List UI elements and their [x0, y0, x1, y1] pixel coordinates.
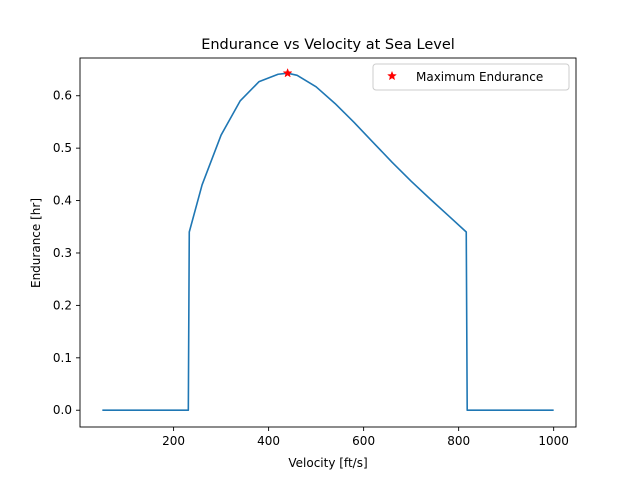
x-axis: 200 400 600 800 1000: [162, 427, 569, 448]
legend: Maximum Endurance: [372, 63, 570, 91]
axes-frame: [79, 57, 577, 428]
y-tick-label: 0.1: [53, 351, 72, 365]
maximum-endurance-point: [282, 67, 293, 78]
legend-marker-maximum-endurance: [387, 70, 397, 81]
x-tick-label: 600: [352, 434, 375, 448]
y-tick-label: 0.2: [53, 298, 72, 312]
y-tick-label: 0.0: [53, 403, 72, 417]
x-tick-label: 1000: [538, 434, 569, 448]
endurance-curve: [102, 72, 554, 412]
y-tick-label: 0.5: [53, 141, 72, 155]
y-tick-label: 0.4: [53, 194, 72, 208]
x-axis-label: Velocity [ft/s]: [288, 456, 367, 470]
legend-label-maximum-endurance: Maximum Endurance: [416, 70, 543, 84]
x-tick-label: 200: [162, 434, 185, 448]
plot-area: [79, 57, 577, 428]
x-tick-label: 400: [257, 434, 280, 448]
series-layer: [102, 67, 554, 412]
x-tick-label: 800: [447, 434, 470, 448]
chart-title: Endurance vs Velocity at Sea Level: [201, 37, 455, 53]
legend-box: [372, 63, 570, 91]
y-tick-label: 0.3: [53, 246, 72, 260]
y-axis: 0.0 0.1 0.2 0.3 0.4 0.5 0.6: [53, 89, 80, 417]
y-axis-label: Endurance [hr]: [29, 198, 43, 288]
y-tick-label: 0.6: [53, 89, 72, 103]
